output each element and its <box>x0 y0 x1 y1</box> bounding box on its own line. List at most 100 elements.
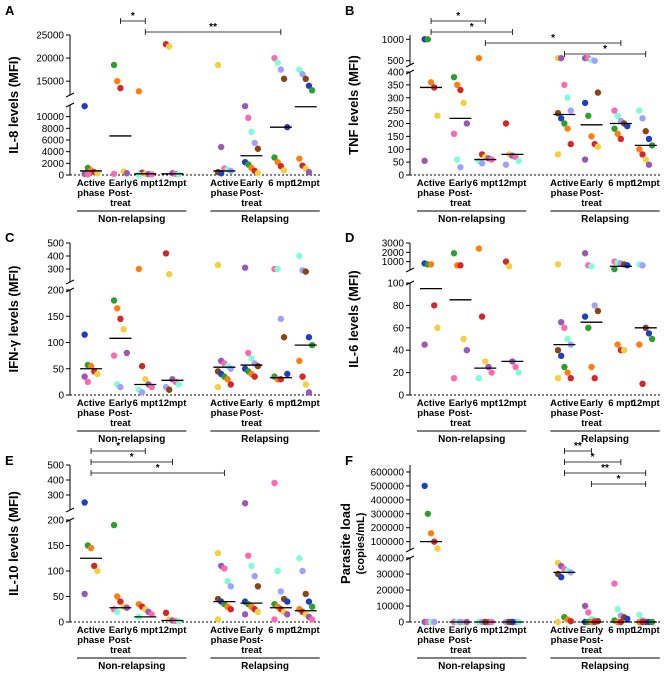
group-label: Non-relapsing <box>98 214 165 225</box>
group-label: Non-relapsing <box>438 214 505 225</box>
y-tick-label: 400 <box>47 252 64 263</box>
data-point <box>585 324 592 331</box>
data-point <box>214 61 222 69</box>
y-tick-label: 300000 <box>371 509 405 520</box>
data-point <box>175 381 182 388</box>
data-point <box>277 588 285 595</box>
data-point <box>636 611 643 618</box>
category-label: Active <box>417 398 446 409</box>
category-label: 12mpt <box>158 398 187 409</box>
panel-a: A IL-8 levels (MFI) 0200040006000800010000… <box>5 3 321 225</box>
category-label: Post- <box>449 188 473 199</box>
data-point <box>424 510 432 517</box>
category-label: Early <box>240 178 264 189</box>
data-point <box>515 157 522 165</box>
y-tick-label: 500 <box>387 56 404 67</box>
data-point <box>567 618 574 625</box>
y-tick-label: 100000 <box>371 537 405 548</box>
category-label: Post- <box>240 188 264 199</box>
category-label: 6 mpt <box>473 178 499 189</box>
data-point <box>614 341 621 348</box>
data-point <box>162 250 170 257</box>
data-point <box>274 567 281 575</box>
data-point <box>120 326 127 333</box>
category-label: treat <box>241 418 262 429</box>
category-label: phase <box>211 408 238 419</box>
data-point <box>284 598 291 605</box>
category-label: treat <box>581 418 602 429</box>
y-tick-label: 10000 <box>376 602 404 613</box>
data-point <box>81 590 88 598</box>
data-point <box>123 170 131 177</box>
y-axis-label: TNF levels (MFI) <box>346 55 361 155</box>
data-point <box>611 125 618 132</box>
category-label: Early <box>580 398 604 409</box>
data-point <box>110 61 118 69</box>
y-tick-label: 40 <box>393 346 405 357</box>
data-point <box>624 122 631 130</box>
data-point <box>564 125 571 132</box>
significance-label: * <box>591 452 595 463</box>
y-tick-label: 200 <box>47 286 64 297</box>
data-point <box>463 120 471 127</box>
data-point <box>581 250 589 257</box>
category-label: Active <box>77 625 106 636</box>
category-label: 12mpt <box>158 625 187 636</box>
category-label: Active <box>210 625 239 636</box>
data-point <box>639 262 646 269</box>
panel-letter: F <box>345 453 353 468</box>
data-point <box>299 71 306 78</box>
data-point <box>581 99 589 107</box>
category-label: Active <box>417 178 446 189</box>
data-point <box>241 102 249 110</box>
data-point <box>296 357 303 365</box>
data-point <box>594 143 602 150</box>
y-tick-label: 2000 <box>382 248 405 259</box>
category-label: Early <box>449 178 473 189</box>
data-point <box>434 545 441 552</box>
category-label: Post- <box>580 408 604 419</box>
category-label: Active <box>77 398 106 409</box>
data-point <box>427 530 435 537</box>
axis-break-mark <box>65 92 75 98</box>
data-point <box>478 313 486 320</box>
axis-break-mark <box>405 267 415 273</box>
data-point <box>450 130 458 137</box>
data-point <box>117 598 124 605</box>
data-point <box>302 381 309 388</box>
data-point <box>117 315 124 323</box>
panel-e: E IL-10 levels (MFI) 0 50 100 150 200 300 400 500… <box>5 441 321 672</box>
category-label: treat <box>581 198 602 209</box>
y-tick-label: 20000 <box>376 586 404 597</box>
category-label: 6 mpt <box>608 398 634 409</box>
category-label: 12mpt <box>158 178 187 189</box>
category-label: Post- <box>580 635 604 646</box>
data-point <box>227 583 234 590</box>
category-label: Early <box>109 178 133 189</box>
data-point <box>427 79 435 86</box>
y-tick-label: 500 <box>47 461 64 472</box>
data-point <box>274 59 281 66</box>
data-point <box>224 376 231 383</box>
axis-break-mark <box>405 62 415 68</box>
category-label: 12mpt <box>292 178 321 189</box>
data-point <box>488 369 495 376</box>
y-tick-label: 1000 <box>382 35 405 46</box>
data-point <box>148 383 155 391</box>
y-axis-label: IFN-γ levels (MFI) <box>6 266 21 373</box>
data-point <box>457 86 464 94</box>
category-label: phase <box>211 188 238 199</box>
category-label: 6 mpt <box>473 625 499 636</box>
data-point <box>636 341 643 348</box>
data-point <box>305 334 313 341</box>
y-tick-label: 50 <box>53 592 65 603</box>
y-tick-label: 0 <box>398 171 404 182</box>
data-point <box>506 263 513 270</box>
data-point <box>94 170 101 177</box>
y-axis-label: IL-6 levels (MFI) <box>346 270 361 368</box>
data-point <box>591 57 598 64</box>
data-point <box>564 369 571 376</box>
y-tick-label: 25000 <box>36 31 64 42</box>
data-point <box>251 572 258 580</box>
data-point <box>639 380 646 387</box>
